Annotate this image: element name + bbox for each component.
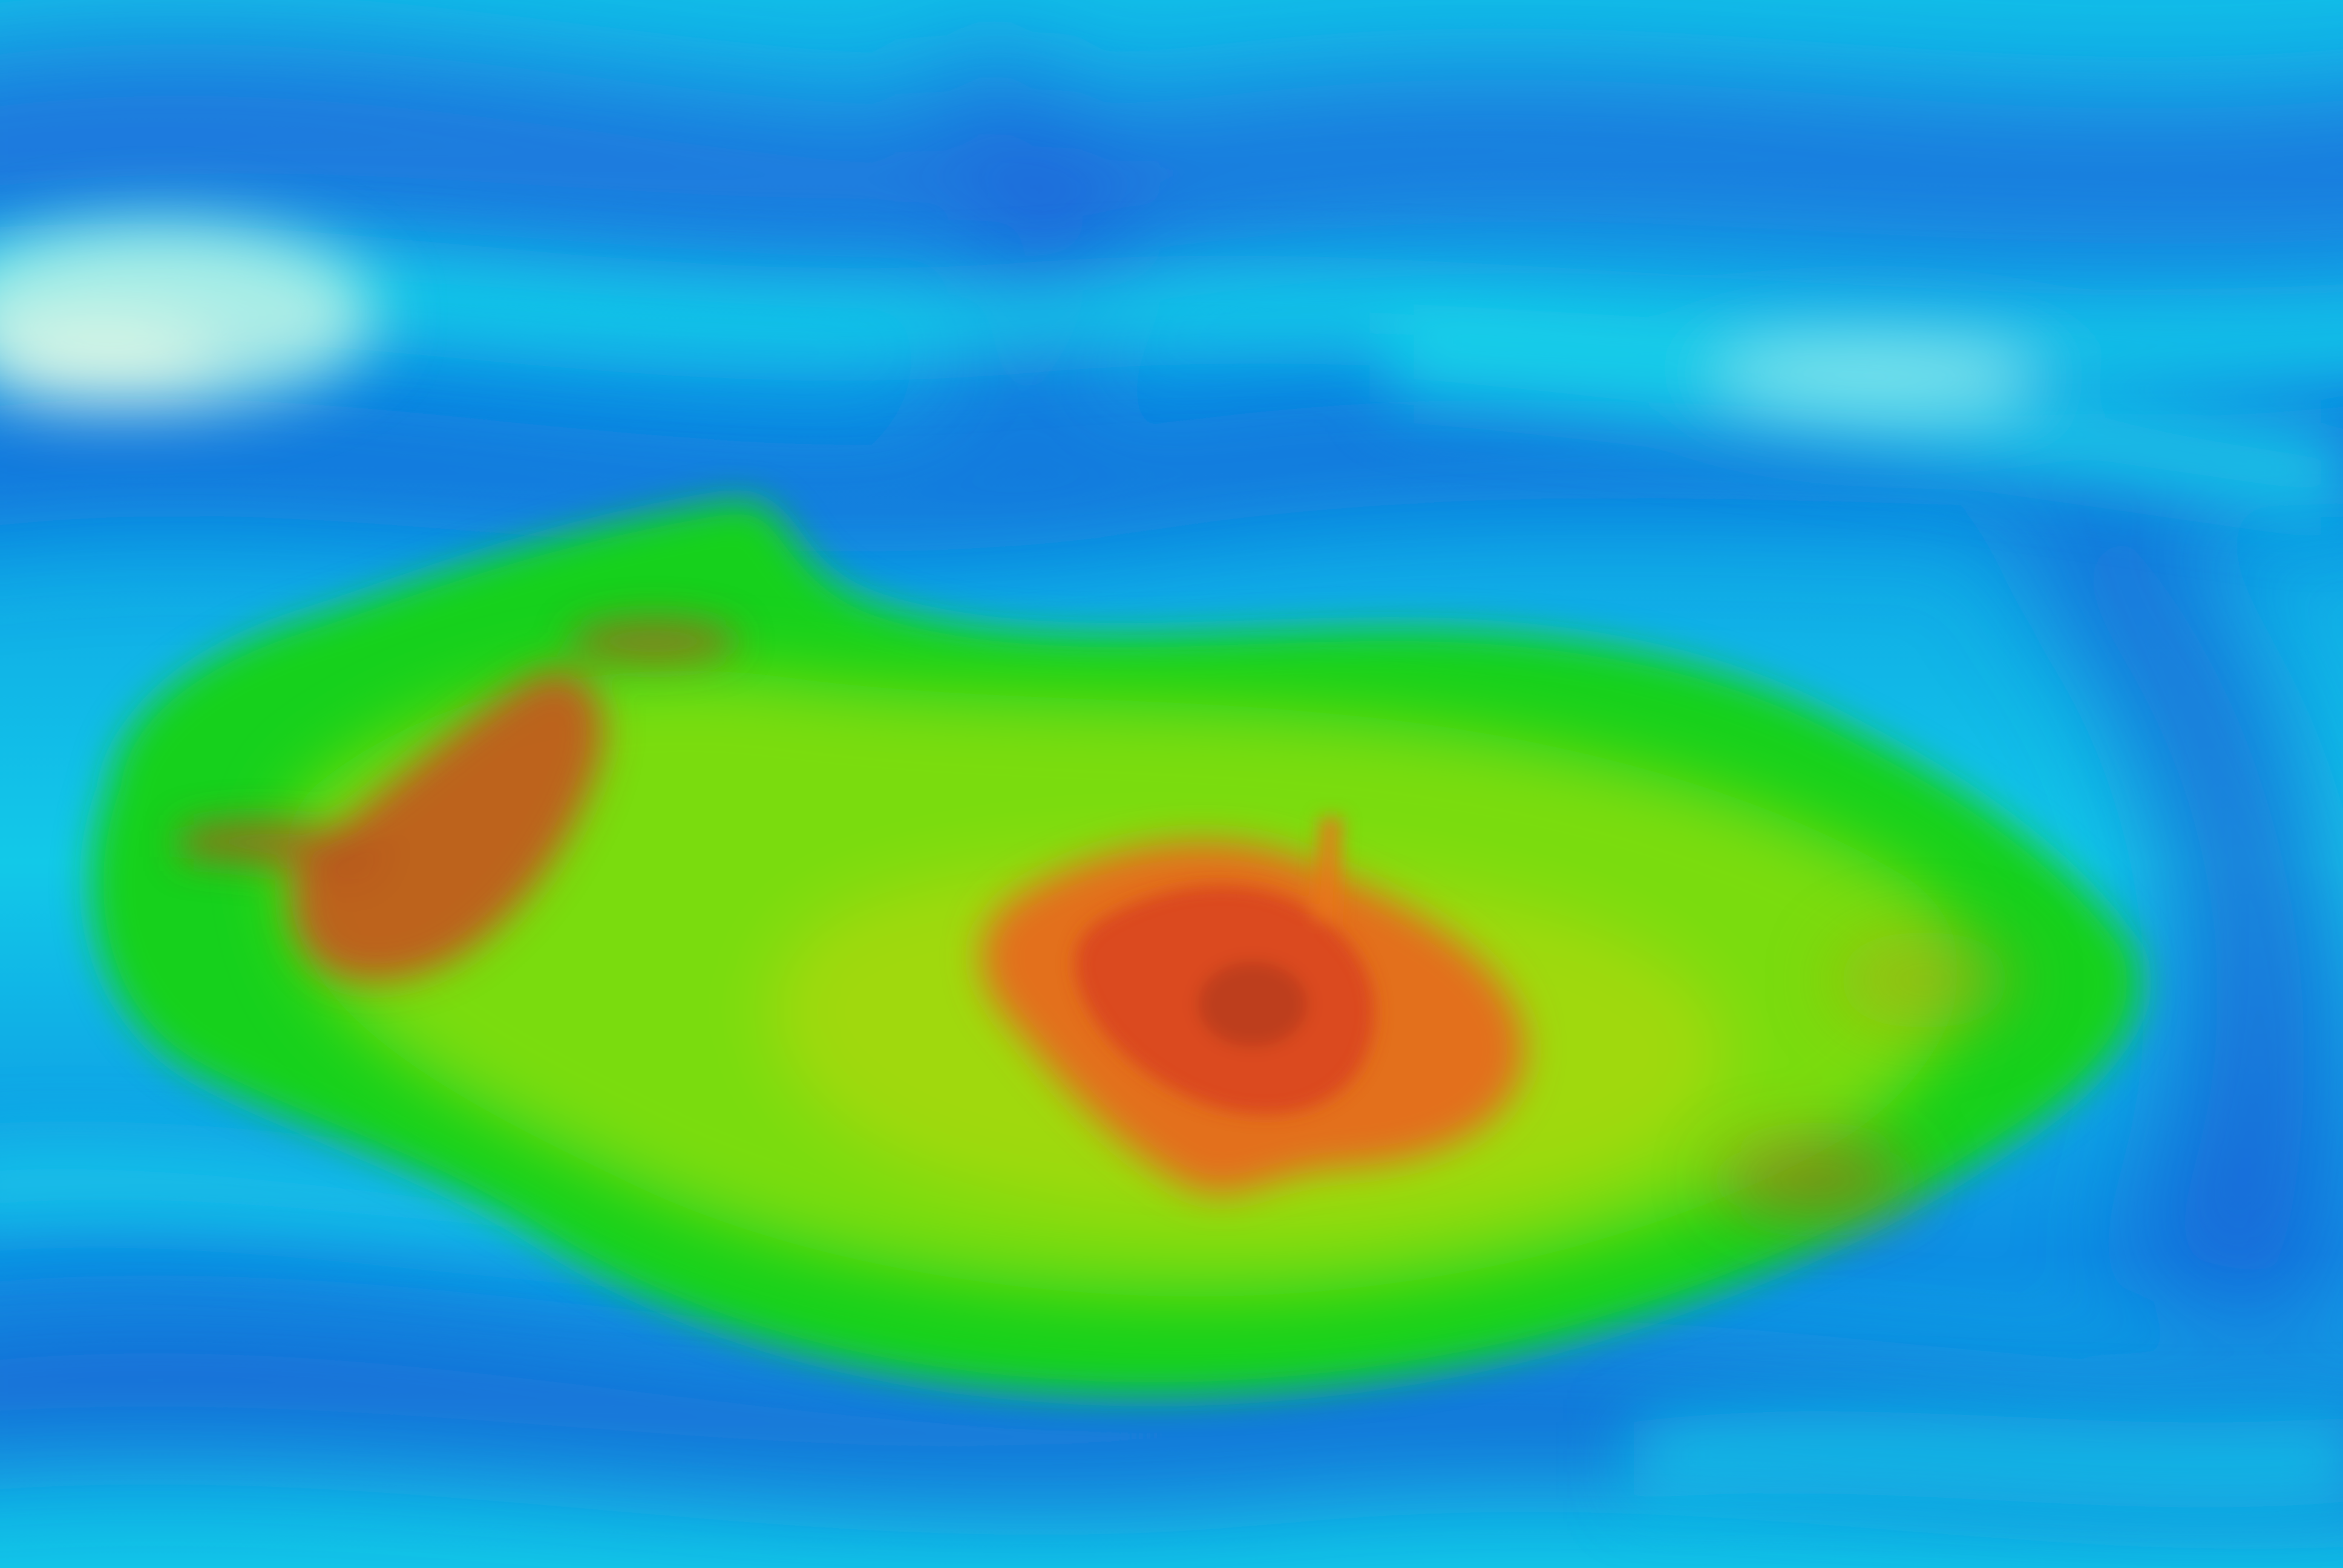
hotspot-left [182, 617, 738, 982]
hotspot-center-core [1075, 817, 1375, 1115]
cyan-streaks [0, 246, 2343, 1508]
pale-highlight [0, 224, 375, 405]
hotspot-right [1719, 932, 2015, 1216]
